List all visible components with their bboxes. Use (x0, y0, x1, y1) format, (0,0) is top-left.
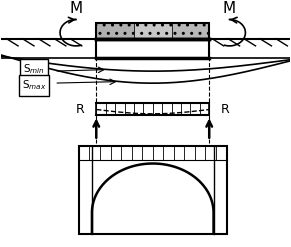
Bar (96, 23, 134, 39)
Bar (79, 145, 227, 234)
Bar (172, 23, 209, 39)
Bar (96, 103, 209, 116)
Text: R: R (76, 103, 85, 116)
Bar (134, 23, 172, 39)
Text: S$_{min}$: S$_{min}$ (23, 62, 45, 76)
Text: R: R (221, 103, 230, 116)
Bar (96, 39, 209, 58)
Text: M: M (223, 1, 236, 16)
Bar (96, 23, 209, 39)
Text: S$_{max}$: S$_{max}$ (22, 79, 46, 92)
Text: M: M (70, 1, 83, 16)
